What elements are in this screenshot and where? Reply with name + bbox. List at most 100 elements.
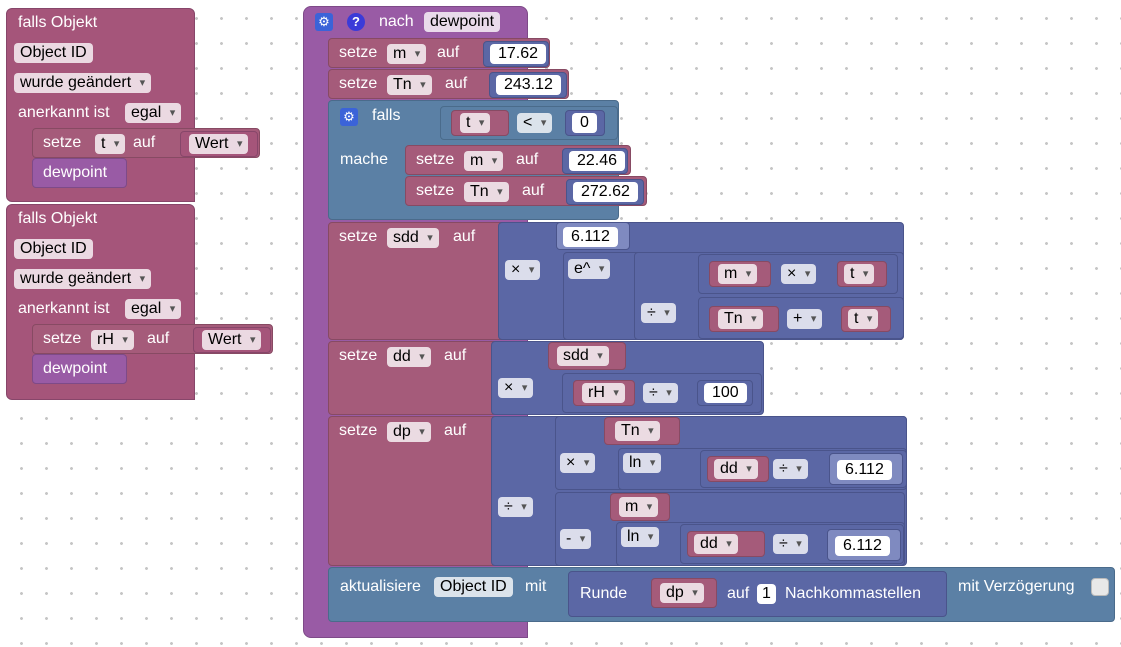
operator-plus[interactable]: + (787, 309, 823, 329)
call-dewpoint-1[interactable]: dewpoint (32, 158, 127, 188)
value-block[interactable]: Wert (180, 131, 258, 157)
set-tn-block[interactable]: setze Tn auf 243.12 (328, 69, 569, 99)
operator-divide[interactable]: ÷ (498, 497, 533, 517)
object-id-field[interactable]: Object ID (434, 577, 513, 597)
var-dropdown-m[interactable]: m (464, 151, 504, 171)
var-m-block[interactable]: m (610, 493, 670, 521)
help-icon[interactable]: ? (347, 13, 365, 31)
operator-dropdown[interactable]: < (517, 113, 553, 133)
operator-divide[interactable]: ÷ (773, 534, 808, 554)
number-17-62[interactable]: 17.62 (490, 44, 547, 64)
var-dropdown-dd[interactable]: dd (714, 459, 758, 479)
operator-times[interactable]: × (781, 264, 817, 284)
var-dropdown-m[interactable]: m (619, 497, 659, 517)
var-dropdown-dd[interactable]: dd (387, 347, 431, 367)
divide-rh-block[interactable]: rH ÷ 100 (562, 373, 762, 413)
number-block[interactable]: 243.12 (489, 72, 567, 98)
var-dropdown-tn[interactable]: Tn (464, 182, 509, 202)
var-sdd-block[interactable]: sdd (548, 342, 626, 370)
operator-divide[interactable]: ÷ (773, 459, 808, 479)
ln-dropdown[interactable]: ln (623, 453, 662, 473)
var-dropdown-sdd[interactable]: sdd (387, 228, 439, 248)
var-t-block[interactable]: t (451, 110, 509, 136)
var-dropdown-rh[interactable]: rH (582, 383, 625, 403)
var-dropdown-t[interactable]: t (95, 134, 126, 154)
value-block[interactable]: Wert (193, 327, 271, 353)
number-block[interactable]: 6.112 (556, 222, 630, 250)
round-block[interactable]: Runde dp auf 1 Nachkommastellen (568, 571, 947, 617)
var-dropdown-t[interactable]: t (848, 309, 879, 329)
var-dropdown-t[interactable]: t (844, 264, 875, 284)
gear-icon[interactable]: ⚙ (315, 13, 333, 31)
object-id-field[interactable]: Object ID (14, 239, 93, 259)
add-tn-t-block[interactable]: Tn + t (698, 297, 904, 339)
compare-block[interactable]: t < 0 (440, 106, 618, 140)
operator-divide[interactable]: ÷ (643, 383, 678, 403)
value-dropdown[interactable]: Wert (189, 134, 249, 154)
exp-dropdown[interactable]: e^ (568, 259, 611, 279)
var-dropdown-dp[interactable]: dp (387, 422, 431, 442)
set-m-block-2[interactable]: setze m auf 22.46 (405, 145, 631, 175)
number-block[interactable]: 6.112 (827, 529, 901, 561)
number-block[interactable]: 272.62 (566, 179, 644, 205)
number-6-112[interactable]: 6.112 (563, 227, 618, 247)
var-m-block[interactable]: m (709, 261, 771, 287)
value-dropdown[interactable]: Wert (202, 330, 262, 350)
call-dewpoint-2[interactable]: dewpoint (32, 354, 127, 384)
change-dropdown[interactable]: wurde geändert (14, 269, 152, 289)
var-rh-block[interactable]: rH (573, 380, 635, 406)
set-dd-block[interactable]: setze dd auf (328, 341, 498, 415)
set-m-block[interactable]: setze m auf 17.62 (328, 38, 550, 68)
operator-times[interactable]: × (560, 453, 596, 473)
number-22-46[interactable]: 22.46 (569, 151, 626, 171)
number-block[interactable]: 6.112 (829, 453, 903, 485)
number-6-112[interactable]: 6.112 (837, 460, 892, 480)
decimals-input[interactable]: 1 (757, 584, 776, 604)
var-t-block[interactable]: t (837, 261, 887, 287)
operator-divide[interactable]: ÷ (641, 303, 676, 323)
var-tn-block[interactable]: Tn (709, 306, 779, 332)
number-block[interactable]: 0 (565, 110, 605, 136)
number-272-62[interactable]: 272.62 (573, 182, 638, 202)
var-dropdown-rh[interactable]: rH (91, 330, 134, 350)
var-dropdown-t[interactable]: t (460, 113, 491, 133)
number-100[interactable]: 100 (704, 383, 747, 403)
number-block[interactable]: 100 (697, 380, 753, 406)
set-dp-block[interactable]: setze dp auf (328, 416, 498, 566)
var-dropdown-tn[interactable]: Tn (615, 421, 660, 441)
var-dp-block[interactable]: dp (651, 578, 717, 608)
ln-dropdown[interactable]: ln (621, 527, 660, 547)
mult-m-t-block[interactable]: m × t (698, 254, 898, 294)
ack-dropdown[interactable]: egal (125, 103, 182, 123)
var-tn-block[interactable]: Tn (604, 417, 680, 445)
number-block[interactable]: 22.46 (562, 148, 628, 174)
operator-times[interactable]: × (498, 378, 534, 398)
operator-minus[interactable]: - (560, 529, 592, 549)
divide-dd-block-1[interactable]: dd ÷ 6.112 (700, 450, 907, 488)
var-dd-block[interactable]: dd (687, 531, 765, 557)
set-sdd-block[interactable]: setze sdd auf (328, 222, 508, 340)
var-dropdown-tn[interactable]: Tn (718, 309, 763, 329)
divide-dd-block-2[interactable]: dd ÷ 6.112 (680, 524, 904, 564)
delay-checkbox[interactable] (1091, 578, 1109, 596)
number-block[interactable]: 17.62 (483, 41, 549, 67)
var-dd-block[interactable]: dd (707, 456, 769, 482)
gear-icon[interactable]: ⚙ (340, 108, 358, 126)
set-tn-block-2[interactable]: setze Tn auf 272.62 (405, 176, 647, 206)
var-dropdown-dd[interactable]: dd (694, 534, 738, 554)
ack-dropdown[interactable]: egal (125, 299, 182, 319)
var-t-block[interactable]: t (841, 306, 891, 332)
object-id-field[interactable]: Object ID (14, 43, 93, 63)
number-6-112[interactable]: 6.112 (835, 536, 890, 556)
var-dropdown-dp[interactable]: dp (660, 583, 704, 603)
number-0[interactable]: 0 (572, 113, 597, 133)
var-dropdown-sdd[interactable]: sdd (557, 346, 609, 366)
function-name[interactable]: dewpoint (424, 12, 501, 32)
set-t-block[interactable]: setze t auf Wert (32, 128, 260, 158)
set-rh-block[interactable]: setze rH auf Wert (32, 324, 273, 354)
change-dropdown[interactable]: wurde geändert (14, 73, 152, 93)
var-dropdown-tn[interactable]: Tn (387, 75, 432, 95)
number-243-12[interactable]: 243.12 (496, 75, 561, 95)
operator-times[interactable]: × (505, 260, 541, 280)
var-dropdown-m[interactable]: m (718, 264, 758, 284)
